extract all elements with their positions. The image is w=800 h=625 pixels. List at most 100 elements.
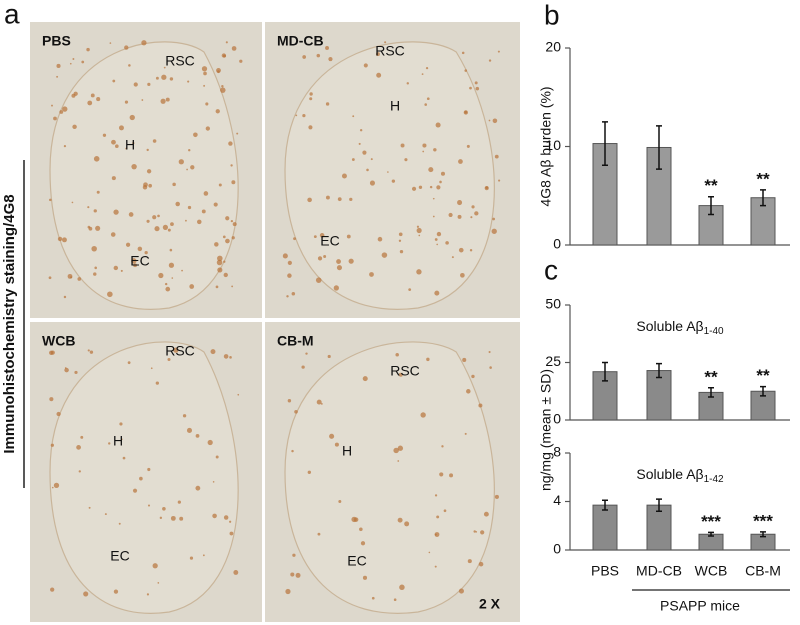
plaque (109, 42, 112, 44)
plaque (426, 357, 430, 362)
error-bar (708, 387, 714, 398)
plaque (181, 269, 183, 272)
plaque (470, 216, 473, 219)
plaque (96, 190, 100, 194)
error-bar (656, 125, 662, 170)
plaque (436, 185, 441, 190)
plaque (102, 133, 107, 137)
plaque (155, 381, 159, 385)
plaque (488, 119, 491, 122)
plaque (228, 141, 233, 146)
title-subscript: 1-42 (704, 474, 724, 485)
plaque (172, 182, 176, 187)
plaque (484, 186, 489, 191)
plaque (341, 173, 347, 179)
plaque (436, 231, 442, 237)
micrograph-label: WCB (42, 333, 75, 349)
region-label: EC (110, 548, 129, 564)
plaque (449, 473, 454, 478)
plaque (223, 260, 226, 263)
plaque (325, 46, 329, 50)
plaque (478, 561, 484, 567)
plaque (436, 243, 439, 246)
plaque (178, 159, 184, 165)
plaque (53, 116, 57, 121)
plaque (131, 258, 137, 264)
plaque (186, 168, 188, 171)
plaque (158, 272, 164, 279)
plaque (56, 63, 61, 68)
plaque (128, 212, 134, 217)
plaque (157, 214, 160, 218)
plaque (201, 66, 208, 72)
plaque (56, 411, 61, 417)
plaque (146, 148, 149, 152)
plaque (215, 455, 219, 459)
plaque (408, 288, 412, 291)
micrograph-label: MD-CB (277, 33, 324, 49)
plaque (434, 565, 437, 568)
plaque (215, 285, 219, 289)
plaque (133, 263, 137, 268)
plaque (223, 354, 229, 359)
plaque (142, 185, 148, 190)
plaque (469, 249, 473, 252)
plaque (161, 74, 167, 80)
plaque (94, 266, 97, 270)
plaque (212, 481, 215, 483)
panel-label: a (4, 0, 20, 29)
micrographs: PBS RSC H EC MD-CB RSC H EC WCB RSC H EC CB-M RSC H EC (30, 22, 520, 622)
plaque (290, 572, 295, 577)
plaque (309, 92, 313, 96)
plaque (162, 224, 168, 230)
plaque (182, 414, 187, 418)
plaque (146, 169, 152, 174)
plaque (128, 64, 131, 67)
plaque (440, 171, 446, 176)
plaque (433, 148, 437, 152)
plaque (147, 82, 151, 86)
plaque (397, 445, 404, 451)
plaque (351, 516, 357, 523)
plaque (348, 258, 354, 264)
plaque (478, 403, 483, 408)
tissue-outline (49, 341, 239, 614)
title-text: Soluble Aβ (636, 318, 703, 334)
tissue-outline (284, 341, 495, 614)
plaque (317, 256, 323, 261)
region-label: RSC (375, 43, 405, 59)
region-label: EC (320, 233, 339, 249)
plaque (492, 118, 498, 124)
plaque (57, 236, 63, 242)
bar (592, 504, 618, 551)
plaque (239, 59, 243, 63)
y-tick-label: 0 (553, 411, 561, 427)
plaque (443, 509, 447, 513)
plaque (118, 522, 121, 525)
plaque (111, 176, 116, 181)
plaque (165, 286, 171, 292)
plaque (231, 285, 234, 288)
plaque (63, 295, 67, 299)
side-label: Immunohistochemistry staining/4G8 (1, 194, 18, 453)
plaque (425, 66, 429, 70)
plaque (205, 126, 211, 131)
plaque (69, 62, 72, 65)
plaque (432, 197, 435, 200)
plaque (50, 443, 54, 447)
plaque (78, 470, 81, 473)
significance: ** (756, 169, 770, 188)
plaque (338, 500, 342, 504)
plaque (360, 541, 366, 546)
significance: *** (753, 511, 773, 530)
plaque (111, 139, 116, 145)
plaque (113, 589, 119, 594)
plaque (359, 129, 363, 132)
plaque (286, 295, 289, 298)
plaque (160, 98, 166, 104)
plaque (63, 145, 67, 148)
plaque (305, 352, 308, 355)
y-tick-label: 8 (553, 444, 561, 460)
plaque (231, 46, 237, 51)
plaque (203, 84, 206, 87)
